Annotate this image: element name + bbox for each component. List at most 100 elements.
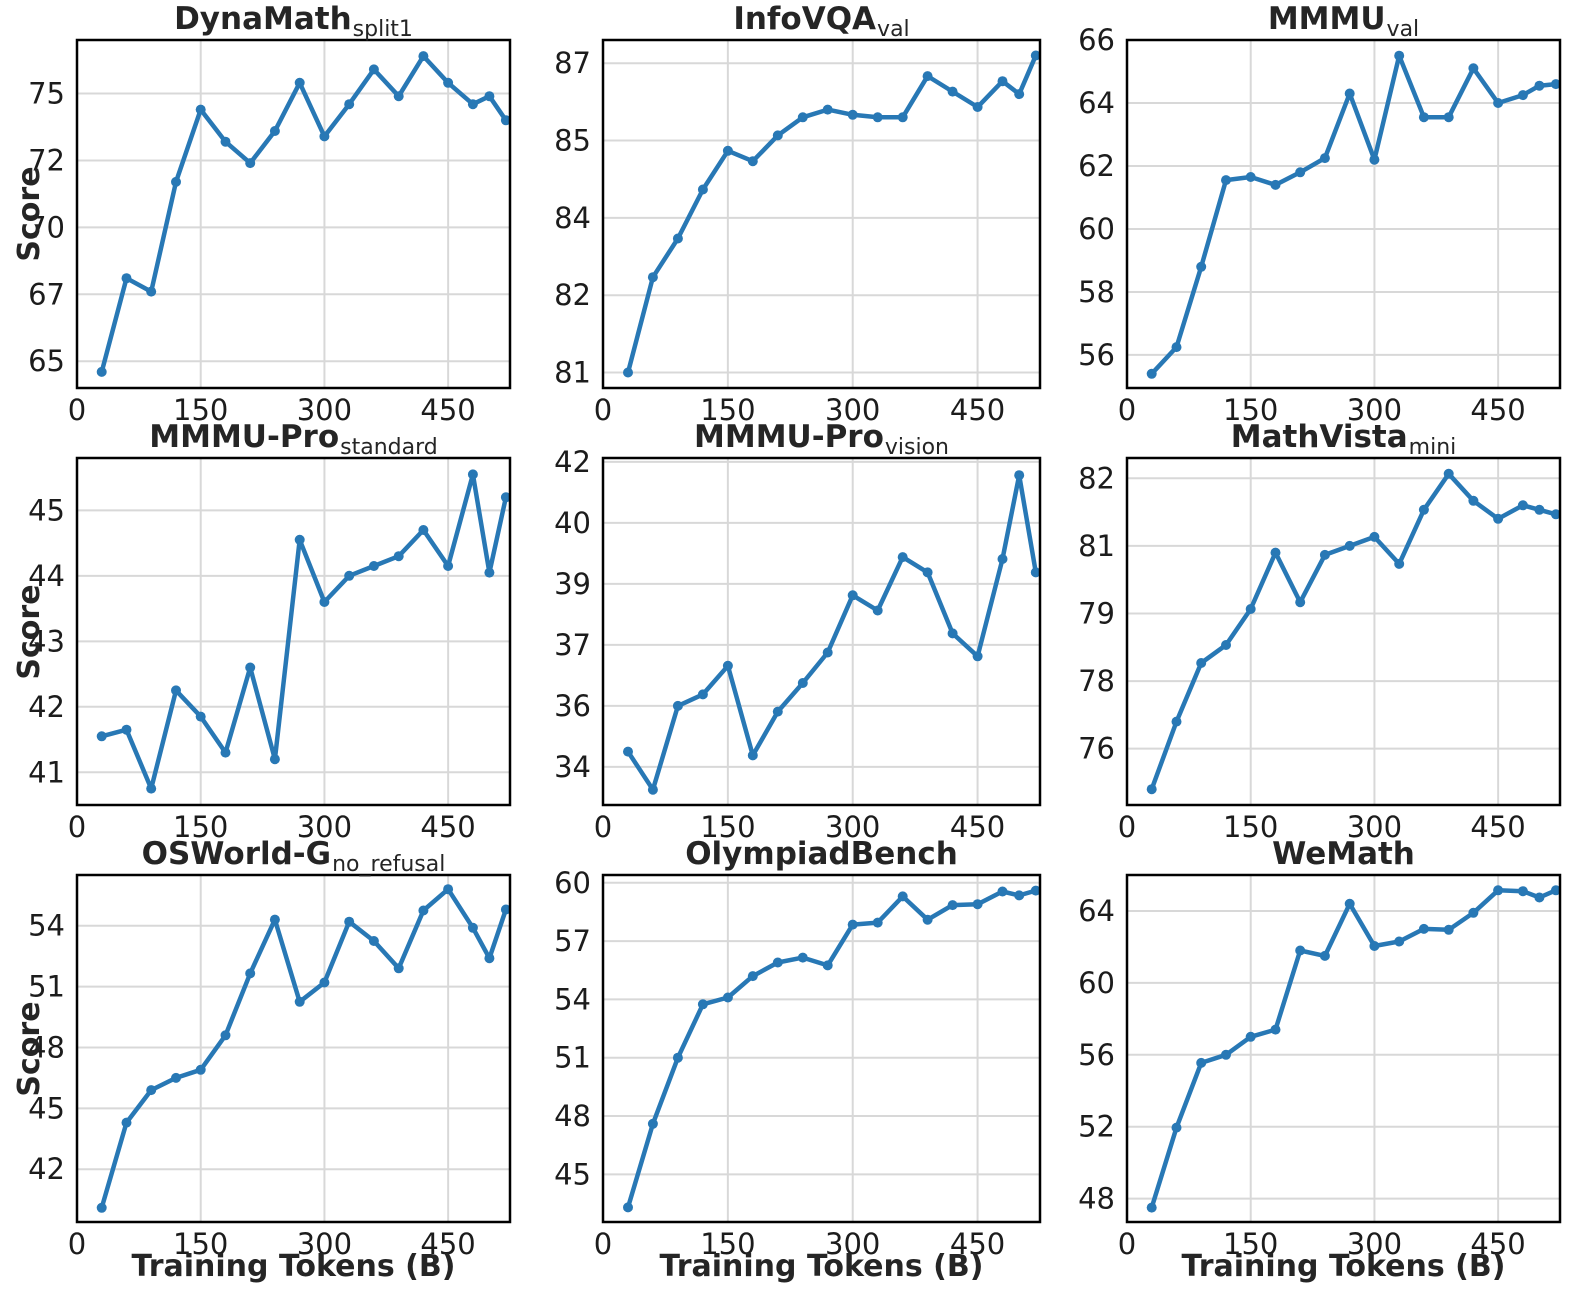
data-point-marker [1245,172,1256,182]
data-point-marker [1221,640,1231,650]
x-axis-label: Training Tokens (B) [131,1249,456,1284]
y-tick-label: 60 [1078,966,1115,1000]
x-axis-label: Training Tokens (B) [1181,1249,1506,1284]
data-point-marker [1493,513,1504,524]
data-point-marker [1295,167,1306,178]
data-point-marker [922,567,933,578]
y-tick-label: 84 [554,201,591,235]
plot-border [1125,873,1562,1224]
data-point-marker [897,891,908,902]
data-point-marker [672,1052,683,1063]
y-tick-label: 60 [1078,212,1115,246]
data-point-marker [245,158,256,169]
data-point-marker [1146,368,1157,379]
x-tick-label: 300 [825,393,880,427]
data-point-marker [1270,179,1281,190]
data-point-marker [1146,784,1157,795]
y-tick-label: 67 [28,277,65,311]
chart-title: OSWorld-Gno_refusal [77,834,510,877]
x-axis-label: Training Tokens (B) [659,1249,984,1284]
y-tick-label: 78 [1078,664,1115,698]
data-point-marker [121,1117,132,1128]
chart-title: MathVistamini [1127,417,1560,460]
y-tick-label: 85 [554,124,591,158]
data-point-marker [245,662,256,673]
x-tick-label: 0 [1118,393,1136,427]
data-point-marker [1171,716,1182,727]
chart-title-subscript: val [877,17,910,42]
y-tick-label: 66 [1078,23,1115,57]
data-point-marker [1369,941,1380,951]
plot-border [1125,456,1562,807]
data-point-marker [997,76,1008,87]
x-tick-label: 300 [297,1227,352,1261]
y-tick-label: 56 [1078,1038,1115,1072]
y-tick-label: 58 [1078,275,1115,309]
data-point-marker [294,534,305,545]
data-point-marker [1344,540,1355,551]
x-tick-label: 150 [173,393,228,427]
data-point-marker [922,71,933,82]
data-point-marker [1394,50,1405,61]
series-line [99,472,509,791]
data-point-marker [797,112,808,123]
y-tick-label: 37 [554,628,591,662]
chart-title-text: InfoVQA [733,1,877,37]
data-point-marker [1550,509,1561,520]
data-point-marker [747,156,758,167]
data-point-marker [697,184,708,195]
x-tick-label: 0 [68,393,86,427]
data-point-marker [418,525,429,535]
data-point-marker [500,904,511,915]
data-point-marker [171,176,181,187]
data-point-marker [443,77,454,88]
y-tick-label: 62 [1078,149,1115,183]
data-point-marker [972,102,983,112]
data-point-marker [96,1202,107,1213]
data-point-marker [319,131,330,142]
plot-border [75,38,512,390]
data-point-marker [672,700,683,711]
data-point-marker [484,953,495,964]
chart-title-text: WeMath [1272,836,1415,872]
data-point-marker [872,917,883,928]
data-point-marker [623,1202,633,1213]
data-point-marker [1517,500,1528,511]
data-point-marker [697,999,708,1010]
y-axis-label: Score [12,1000,47,1097]
data-point-marker [195,104,206,115]
data-point-marker [922,914,933,925]
chart-title-subscript: mini [1408,435,1457,460]
x-tick-label: 300 [1347,810,1402,844]
data-point-marker [96,731,107,742]
data-point-marker [847,590,858,601]
chart-title: MMMU-Prostandard [77,417,510,460]
x-tick-label: 150 [700,393,755,427]
y-tick-label: 82 [554,278,591,312]
y-tick-label: 48 [554,1099,591,1133]
data-point-marker [319,597,330,607]
y-tick-label: 75 [28,77,65,111]
y-axis-label: Score [12,166,47,262]
data-point-marker [1493,98,1504,108]
y-tick-label: 54 [28,909,65,943]
x-tick-label: 300 [297,393,352,427]
y-tick-label: 54 [554,982,591,1016]
data-point-marker [500,115,511,126]
data-point-marker [747,971,758,982]
data-point-marker [1534,504,1545,515]
y-tick-label: 64 [1078,86,1115,120]
x-tick-label: 150 [173,1227,228,1261]
chart-title-text: OSWorld-G [141,836,332,872]
x-tick-label: 450 [420,393,475,427]
data-point-marker [1517,90,1528,101]
y-tick-label: 34 [554,750,591,784]
chart-infovqa-val: 0 150 300 450 81 82 84 85 87 [554,38,1042,427]
data-point-marker [822,960,833,971]
data-point-marker [1418,504,1429,515]
data-point-marker [1319,153,1330,164]
data-point-marker [319,977,330,988]
data-point-marker [484,91,495,102]
y-tick-label: 44 [28,559,65,593]
